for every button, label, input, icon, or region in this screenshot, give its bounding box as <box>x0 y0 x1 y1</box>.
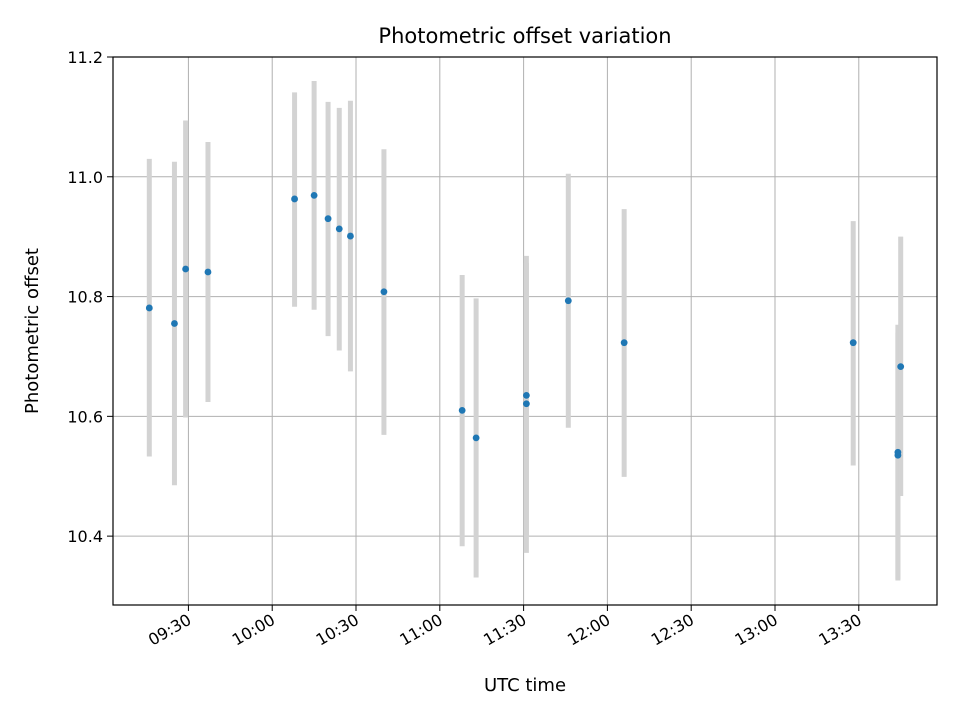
data-point <box>897 363 905 371</box>
y-tick-label: 10.6 <box>67 407 103 426</box>
chart-title: Photometric offset variation <box>378 24 671 48</box>
data-point <box>620 339 628 347</box>
y-axis-label: Photometric offset <box>22 248 43 414</box>
data-point <box>380 288 388 296</box>
y-tick-label: 10.4 <box>67 527 103 546</box>
data-point <box>145 304 153 312</box>
data-points <box>145 191 905 459</box>
y-axis-ticks: 10.4 10.6 10.8 11.0 11.2 <box>67 48 113 546</box>
data-point <box>458 406 466 414</box>
data-point <box>291 195 298 203</box>
data-point <box>564 297 572 305</box>
data-point <box>347 232 354 240</box>
data-point <box>310 191 318 199</box>
data-point <box>472 434 480 442</box>
data-point <box>849 339 857 347</box>
data-point <box>171 320 178 327</box>
data-point <box>335 225 343 233</box>
data-point <box>522 391 530 399</box>
y-tick-label: 10.8 <box>67 288 103 307</box>
data-point <box>324 215 332 223</box>
data-point <box>522 400 530 408</box>
plot-frame <box>112 56 938 606</box>
x-axis-label: UTC time <box>484 675 566 696</box>
data-point <box>204 268 212 276</box>
data-point <box>182 265 190 273</box>
data-point <box>894 448 902 456</box>
y-tick-label: 11.0 <box>67 168 103 187</box>
y-tick-label: 11.2 <box>67 48 103 67</box>
